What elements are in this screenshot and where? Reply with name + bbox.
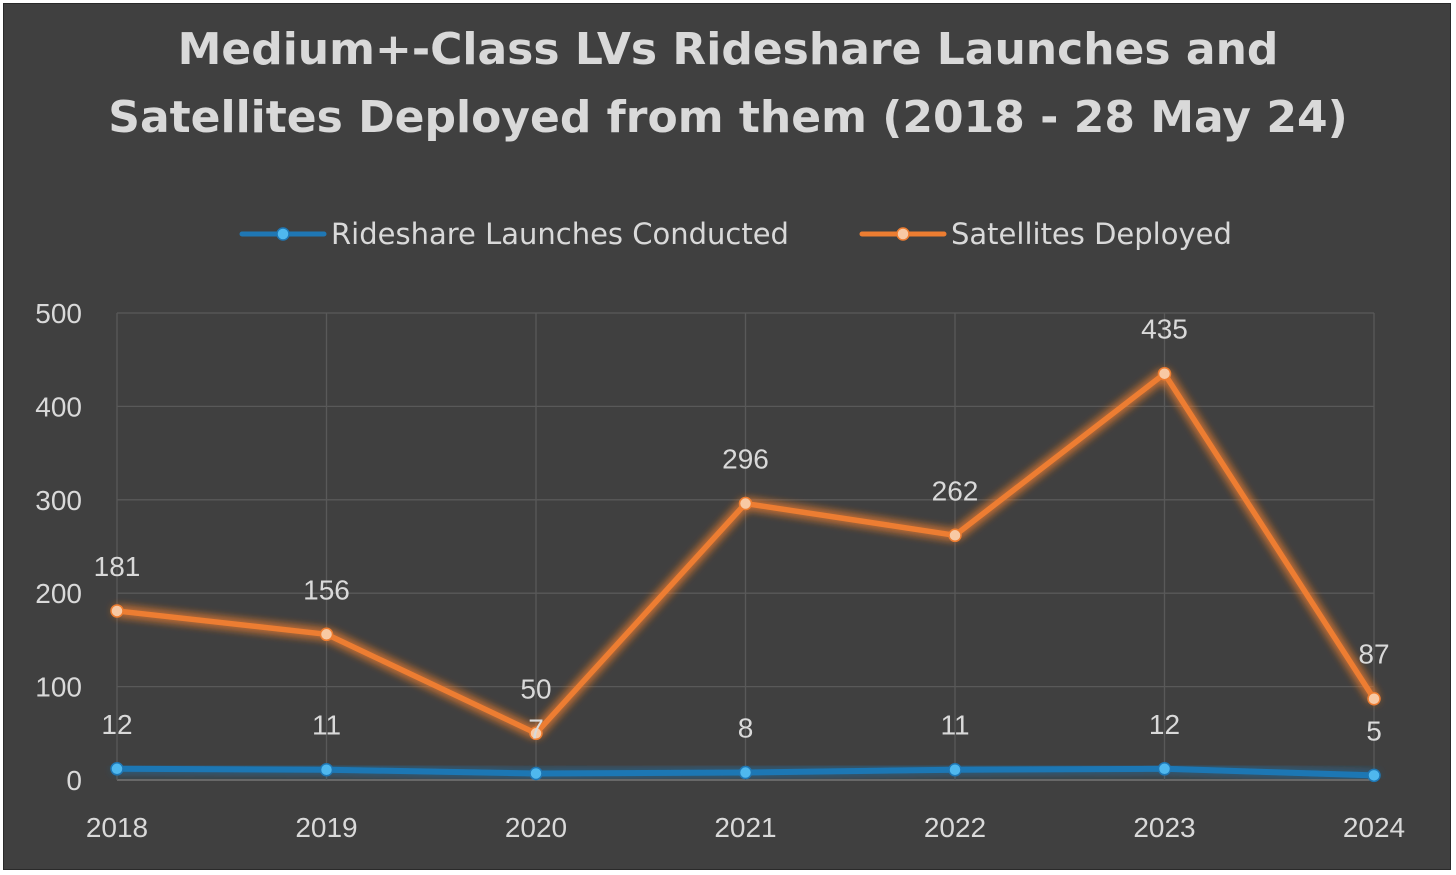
y-tick-label: 200 xyxy=(35,578,82,609)
data-point xyxy=(529,726,543,741)
x-tick-label: 2019 xyxy=(295,812,357,843)
data-labels: 181 156 50 296 262 435 87 12 11 7 8 11 12 5 xyxy=(94,314,1390,747)
y-tick-label: 400 xyxy=(35,391,82,422)
chart-title-line-2: Satellites Deployed from them (2018 - 28… xyxy=(108,92,1348,143)
data-point xyxy=(529,766,543,781)
x-tick-label: 2020 xyxy=(505,812,567,843)
data-point xyxy=(319,627,334,642)
data-label: 11 xyxy=(312,710,341,741)
y-tick-label: 0 xyxy=(66,765,82,796)
data-label: 12 xyxy=(1149,709,1180,740)
data-label: 8 xyxy=(738,713,754,744)
data-label: 262 xyxy=(932,475,979,506)
chart-title-line-1: Medium+-Class LVs Rideshare Launches and xyxy=(177,24,1279,75)
y-tick-label: 500 xyxy=(35,298,82,329)
data-label: 87 xyxy=(1358,639,1389,670)
x-tick-label: 2023 xyxy=(1133,812,1195,843)
data-point xyxy=(738,765,753,780)
data-label: 7 xyxy=(528,713,544,744)
x-tick-label: 2024 xyxy=(1343,812,1405,843)
data-label: 11 xyxy=(940,710,969,741)
data-label: 181 xyxy=(94,551,141,582)
data-label: 296 xyxy=(722,444,769,475)
y-tick-label: 300 xyxy=(35,485,82,516)
data-label: 435 xyxy=(1141,314,1188,345)
x-tick-label: 2022 xyxy=(924,812,986,843)
data-label: 12 xyxy=(101,709,132,740)
legend-item: Rideshare Launches Conducted xyxy=(239,217,789,251)
legend-label: Rideshare Launches Conducted xyxy=(331,217,789,251)
x-tick-label: 2018 xyxy=(86,812,148,843)
x-tick-label: 2021 xyxy=(714,812,776,843)
data-point xyxy=(319,762,334,777)
data-point xyxy=(1367,768,1381,783)
data-point xyxy=(948,762,962,777)
data-point xyxy=(1157,762,1172,776)
legend-swatch-marker xyxy=(896,227,910,241)
line-chart: Rideshare Launches Conducted Satellites D… xyxy=(35,217,1405,843)
y-tick-label: 100 xyxy=(35,672,82,703)
chart-title: Medium+-Class LVs Rideshare Launches and… xyxy=(4,16,1452,152)
legend-item: Satellites Deployed xyxy=(859,217,1232,251)
legend-swatch-marker xyxy=(276,227,290,241)
data-point xyxy=(1157,366,1172,381)
data-point xyxy=(110,604,124,618)
legend-label: Satellites Deployed xyxy=(951,217,1232,251)
data-label: 156 xyxy=(303,574,350,605)
chart-frame: Medium+-Class LVs Rideshare Launches and… xyxy=(3,3,1451,870)
gridlines xyxy=(116,312,1375,781)
data-label: 50 xyxy=(520,673,551,704)
data-label: 5 xyxy=(1366,715,1382,746)
data-point xyxy=(1367,691,1381,706)
series xyxy=(110,366,1381,783)
legend: Rideshare Launches Conducted Satellites D… xyxy=(239,217,1232,251)
data-point xyxy=(948,528,962,543)
axes: 0 100 200 300 400 500 2018 2019 2020 2021 2022 2023… xyxy=(35,298,1405,843)
data-point xyxy=(110,762,124,776)
data-point xyxy=(738,496,753,511)
